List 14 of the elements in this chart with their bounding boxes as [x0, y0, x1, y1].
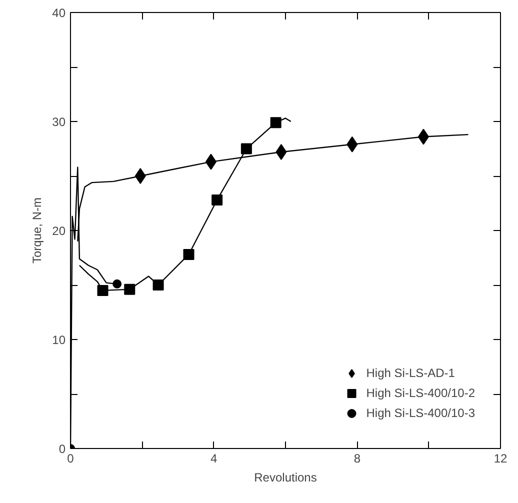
y-tick-label: 20 [52, 224, 66, 238]
x-tick-label: 4 [210, 452, 218, 466]
x-axis-title: Revolutions [254, 470, 317, 484]
y-tick-label: 0 [58, 442, 66, 456]
y-tick-label: 30 [52, 115, 66, 129]
y-axis-title: Torque, N-m [30, 197, 44, 264]
x-tick-label: 0 [67, 452, 74, 466]
x-tick-label: 12 [494, 452, 508, 466]
legend-label: High Si-LS-AD-1 [366, 366, 455, 380]
y-tick-label: 40 [52, 6, 66, 20]
legend-label: High Si-LS-400/10-2 [366, 386, 475, 400]
y-tick-label: 10 [52, 333, 66, 347]
legend-label: High Si-LS-400/10-3 [366, 406, 475, 420]
x-tick-label: 8 [354, 452, 361, 466]
